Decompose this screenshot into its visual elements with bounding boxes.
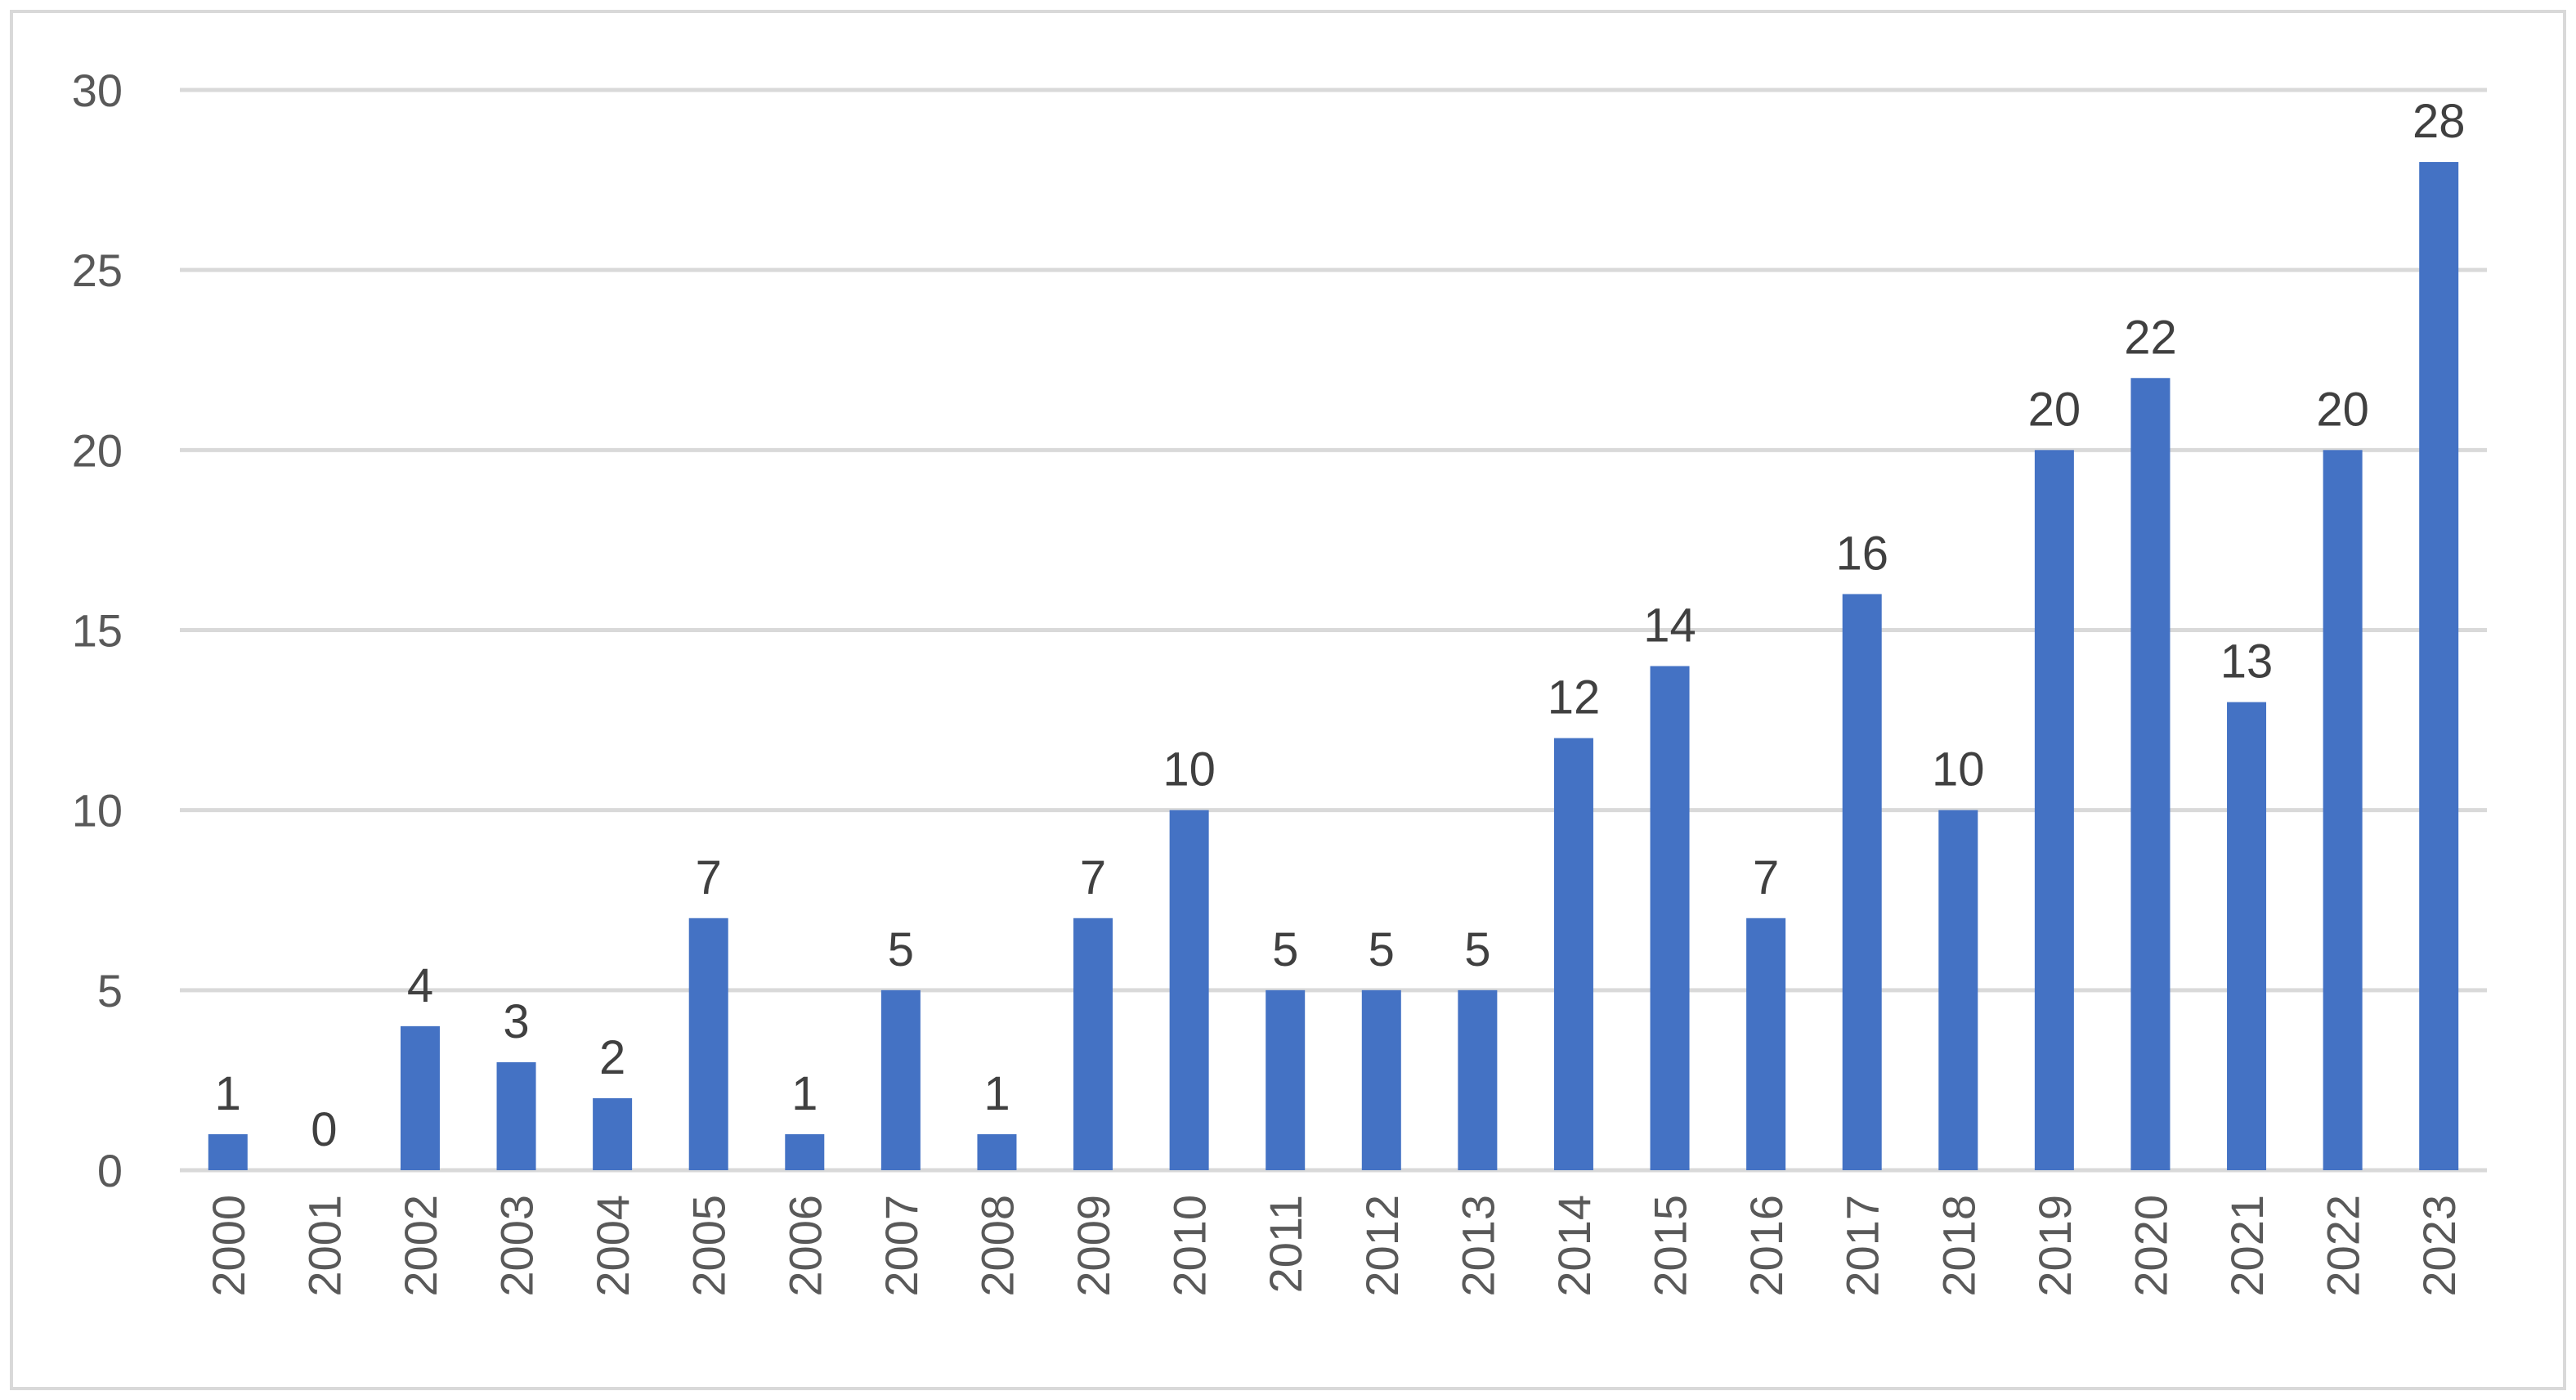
y-tick-label: 15 (72, 605, 123, 657)
x-tick-label: 2021 (2221, 1195, 2273, 1297)
bar (880, 989, 921, 1170)
bar (1746, 918, 1786, 1170)
bar (1938, 810, 1978, 1170)
x-tick-label: 2002 (395, 1195, 446, 1297)
x-tick-label: 2020 (2125, 1195, 2176, 1297)
bar (977, 1133, 1017, 1170)
bar (2130, 378, 2171, 1170)
data-label: 14 (1643, 599, 1696, 653)
bar (1650, 666, 1690, 1170)
x-tick-label: 2001 (298, 1195, 350, 1297)
data-label: 10 (1163, 743, 1216, 796)
data-label: 22 (2124, 311, 2177, 364)
bar (496, 1061, 536, 1170)
data-label: 7 (1753, 851, 1779, 904)
bar (1361, 989, 1401, 1170)
bar (1553, 738, 1593, 1170)
bar (1458, 989, 1498, 1170)
bar (785, 1133, 825, 1170)
x-tick-label: 2022 (2318, 1195, 2369, 1297)
data-label: 12 (1548, 671, 1601, 725)
bar (1169, 810, 1209, 1170)
bar (688, 918, 728, 1170)
x-tick-label: 2004 (587, 1195, 638, 1297)
bar (593, 1097, 633, 1170)
x-tick-label: 2016 (1740, 1195, 1792, 1297)
x-tick-label: 2007 (876, 1195, 927, 1297)
x-tick-label: 2010 (1164, 1195, 1216, 1297)
data-label: 28 (2412, 95, 2466, 148)
x-tick-label: 2000 (203, 1195, 254, 1297)
y-tick-label: 0 (97, 1145, 123, 1196)
data-label: 2 (599, 1031, 625, 1084)
bar (2034, 450, 2074, 1170)
bar (2419, 162, 2459, 1171)
gridlines (180, 88, 2487, 1173)
data-label: 1 (215, 1067, 241, 1120)
data-label: 20 (2316, 383, 2369, 436)
data-label: 5 (1369, 923, 1395, 976)
data-label: 5 (888, 923, 914, 976)
x-axis-ticks: 2000 2001 2002 2003 2004 2005 2006 2007 2008 2009… (203, 1195, 2465, 1297)
bar (208, 1133, 248, 1170)
bar (1266, 989, 1306, 1170)
bar (1842, 594, 1882, 1170)
x-tick-label: 2003 (491, 1195, 543, 1297)
y-axis-ticks: 0 5 10 15 20 25 30 (72, 65, 123, 1196)
bar (2323, 450, 2363, 1170)
x-tick-label: 2019 (2029, 1195, 2081, 1297)
x-tick-label: 2018 (1933, 1195, 1984, 1297)
data-label: 5 (1464, 923, 1490, 976)
y-tick-label: 30 (72, 65, 123, 116)
bars (208, 162, 2459, 1171)
y-tick-label: 5 (97, 965, 123, 1016)
x-tick-label: 2017 (1837, 1195, 1888, 1297)
x-tick-label: 2005 (683, 1195, 735, 1297)
x-tick-label: 2009 (1068, 1195, 1119, 1297)
data-label: 1 (791, 1067, 818, 1120)
x-tick-label: 2013 (1452, 1195, 1503, 1297)
data-label: 1 (983, 1067, 1010, 1120)
x-tick-label: 2015 (1645, 1195, 1696, 1297)
x-tick-label: 2023 (2413, 1195, 2465, 1297)
data-label: 10 (1932, 743, 1985, 796)
bar (400, 1025, 440, 1170)
x-tick-label: 2014 (1548, 1195, 1600, 1297)
data-label: 7 (1080, 851, 1106, 904)
bar (2227, 702, 2267, 1170)
bar (1073, 918, 1113, 1170)
data-label: 5 (1272, 923, 1298, 976)
x-tick-label: 2011 (1260, 1195, 1311, 1293)
x-tick-label: 2008 (971, 1195, 1023, 1297)
x-tick-label: 2006 (779, 1195, 831, 1297)
y-tick-label: 20 (72, 424, 123, 476)
data-label: 4 (407, 959, 433, 1012)
data-label: 20 (2028, 383, 2081, 436)
y-tick-label: 10 (72, 785, 123, 837)
data-label: 16 (1835, 527, 1888, 580)
data-label: 3 (503, 995, 529, 1048)
data-label: 13 (2220, 635, 2274, 689)
y-tick-label: 25 (72, 245, 123, 296)
data-label: 0 (311, 1103, 337, 1156)
x-tick-label: 2012 (1356, 1195, 1408, 1297)
data-label: 7 (696, 851, 722, 904)
